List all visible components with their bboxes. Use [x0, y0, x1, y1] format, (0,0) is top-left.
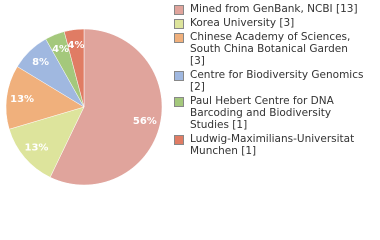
- legend-entry: Chinese Academy of Sciences, South China…: [174, 31, 366, 67]
- legend-entry: Mined from GenBank, NCBI [13]: [174, 3, 366, 15]
- legend-label: Centre for Biodiversity Genomics [2]: [190, 69, 364, 93]
- legend-label: Korea University [3]: [190, 17, 295, 29]
- legend-swatch: [174, 33, 184, 43]
- legend-label: Mined from GenBank, NCBI [13]: [190, 3, 358, 15]
- slice-label: 4%: [68, 40, 85, 51]
- pie-slice: [5, 66, 85, 130]
- legend-swatch: [174, 5, 184, 15]
- legend-label: Ludwig-Maximilians-Universitat Munchen […: [190, 133, 355, 157]
- slice-label: 13%: [25, 142, 49, 153]
- pie-slice: [49, 28, 163, 186]
- pie: 56%13%13%8%4%4%: [5, 28, 163, 186]
- legend-entry: Paul Hebert Centre for DNA Barcoding and…: [174, 95, 366, 131]
- legend-swatch: [174, 97, 184, 107]
- legend-swatch: [174, 135, 184, 145]
- slice-label: 8%: [32, 57, 49, 68]
- legend-entry: Centre for Biodiversity Genomics [2]: [174, 69, 366, 93]
- slice-label: 13%: [10, 94, 34, 105]
- pie-slice: [63, 28, 85, 108]
- legend-entry: Korea University [3]: [174, 17, 366, 29]
- legend-swatch: [174, 19, 184, 29]
- legend-entry: Ludwig-Maximilians-Universitat Munchen […: [174, 133, 366, 157]
- legend-swatch: [174, 71, 184, 81]
- legend: Mined from GenBank, NCBI [13] Korea Unive…: [174, 3, 370, 159]
- slice-label: 56%: [133, 116, 157, 127]
- legend-label: Chinese Academy of Sciences, South China…: [190, 31, 351, 67]
- pie-slice: [8, 106, 85, 178]
- legend-label: Paul Hebert Centre for DNA Barcoding and…: [190, 95, 334, 131]
- slice-label: 4%: [52, 44, 69, 55]
